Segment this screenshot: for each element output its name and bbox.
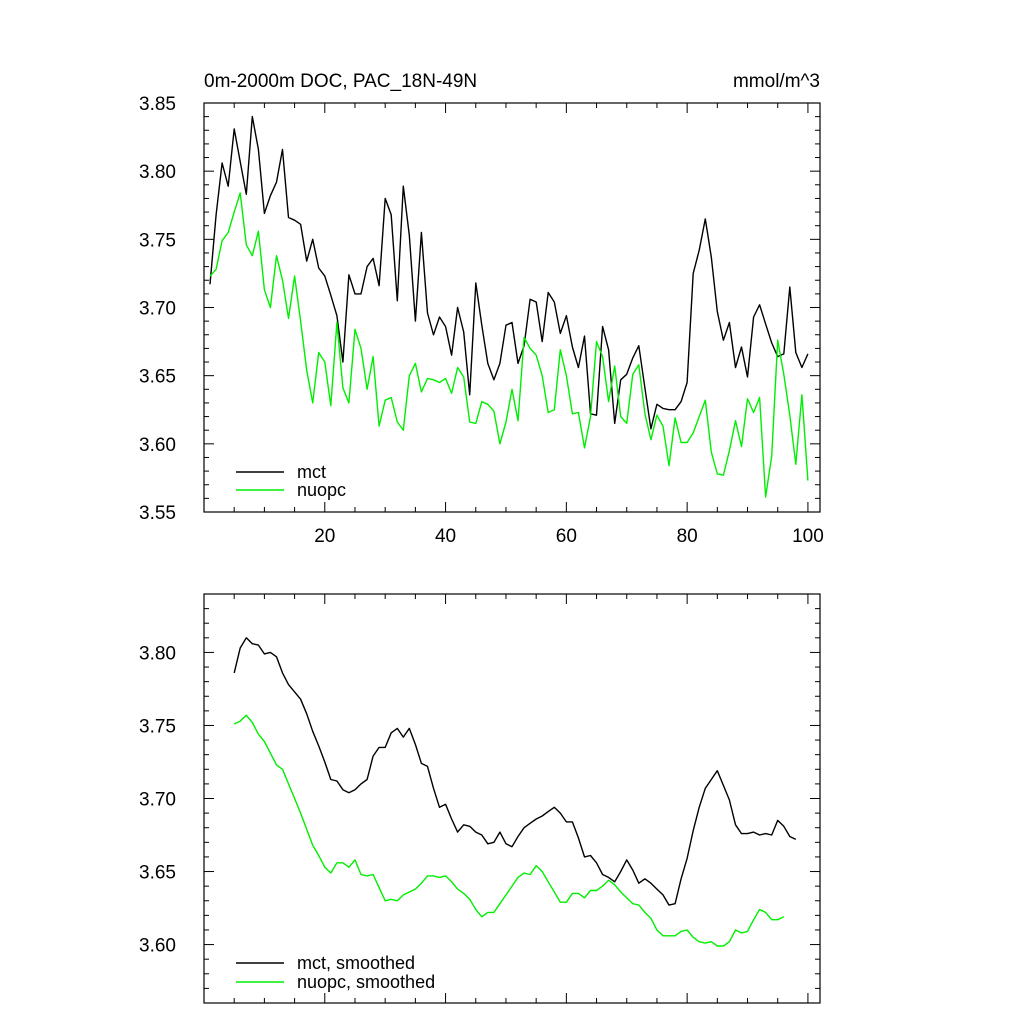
series-mct-smoothed-line <box>233 637 797 906</box>
x-tick-label: 40 <box>435 526 456 547</box>
top-legend: mct nuopc <box>236 462 346 500</box>
units-label: mmol/m^3 <box>733 71 820 92</box>
bottom-axis-ticks: 3.60 3.65 3.70 3.75 3.80 <box>139 593 820 1004</box>
series-nuopc-smoothed-line <box>233 714 785 947</box>
y-tick-label: 3.60 <box>139 936 176 957</box>
legend-mct-smoothed-label: mct, smoothed <box>297 953 415 973</box>
y-tick-label: 3.55 <box>139 503 176 524</box>
legend-nuopc-smoothed-label: nuopc, smoothed <box>297 972 435 992</box>
legend-nuopc-label: nuopc <box>297 480 346 500</box>
bottom-plot-frame <box>203 593 821 1004</box>
bottom-panel: 3.60 3.65 3.70 3.75 3.80 mct, smoothed nuopc… <box>139 593 821 1004</box>
x-tick-label: 60 <box>556 526 577 547</box>
x-tick-label: 80 <box>677 526 698 547</box>
top-axis-ticks: 20 40 60 80 100 3.55 3.60 3.65 3.70 3.75 3.80 3.85 <box>139 94 824 547</box>
y-tick-label: 3.60 <box>139 435 176 456</box>
top-plot-frame <box>203 102 821 513</box>
x-tick-label: 20 <box>314 526 335 547</box>
series-nuopc-line <box>209 192 809 498</box>
bottom-series-lines <box>233 637 797 947</box>
top-series-lines <box>209 115 809 498</box>
y-tick-label: 3.85 <box>139 94 176 115</box>
bottom-legend: mct, smoothed nuopc, smoothed <box>236 953 435 992</box>
y-tick-label: 3.75 <box>139 230 176 251</box>
y-tick-label: 3.70 <box>139 299 176 320</box>
y-tick-label: 3.75 <box>139 716 176 737</box>
y-tick-label: 3.70 <box>139 790 176 811</box>
y-tick-label: 3.65 <box>139 367 176 388</box>
legend-mct-label: mct <box>297 462 326 482</box>
top-panel: 0m-2000m DOC, PAC_18N-49N mmol/m^3 20 40 6… <box>139 71 824 547</box>
y-tick-label: 3.80 <box>139 643 176 664</box>
y-tick-label: 3.65 <box>139 863 176 884</box>
x-tick-label: 100 <box>792 526 824 547</box>
panel-title: 0m-2000m DOC, PAC_18N-49N <box>204 71 477 92</box>
y-tick-label: 3.80 <box>139 162 176 183</box>
series-mct-line <box>209 115 809 430</box>
